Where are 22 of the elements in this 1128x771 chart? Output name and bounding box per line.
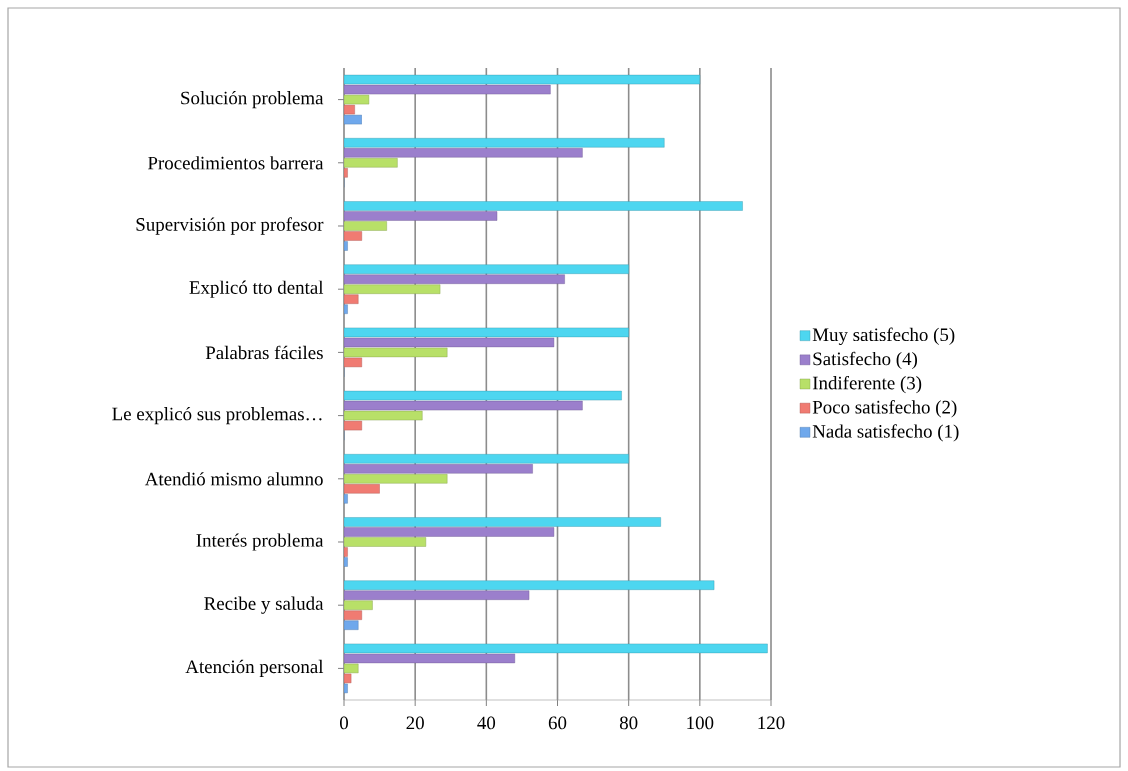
y-tick-label: Atendió mismo alumno bbox=[144, 472, 323, 486]
y-tick-label: Explicó tto dental bbox=[189, 280, 324, 298]
y-tick-label: Interés problema bbox=[196, 533, 324, 551]
x-tick-label: 80 bbox=[619, 716, 638, 730]
y-tick-label: Solución problema bbox=[181, 91, 324, 109]
legend-label: Nada satisfecho (1) bbox=[812, 424, 959, 442]
y-tick-label: Supervisión por profesor bbox=[136, 217, 324, 235]
y-tick-label: Atención personal bbox=[185, 659, 324, 677]
x-tick-label: 100 bbox=[687, 716, 714, 730]
y-tick-label: Recibe y saluda bbox=[204, 596, 324, 614]
legend-label: Satisfecho (4) bbox=[813, 351, 918, 370]
y-tick-label: Procedimientos barrera bbox=[147, 156, 324, 170]
y-tick-label: Palabras fáciles bbox=[205, 345, 323, 360]
legend-label: Poco satisfecho (2) bbox=[812, 400, 957, 418]
legend-label: Indiferente (3) bbox=[812, 375, 922, 394]
x-tick-label: 0 bbox=[339, 716, 348, 730]
x-tick-label: 120 bbox=[758, 716, 785, 730]
y-tick-label: Le explicó sus problemas… bbox=[112, 407, 322, 425]
x-tick-label: 40 bbox=[477, 716, 496, 730]
legend-label: Muy satisfecho (5) bbox=[812, 327, 955, 346]
x-tick-label: 60 bbox=[548, 716, 567, 730]
x-tick-label: 20 bbox=[406, 716, 424, 730]
